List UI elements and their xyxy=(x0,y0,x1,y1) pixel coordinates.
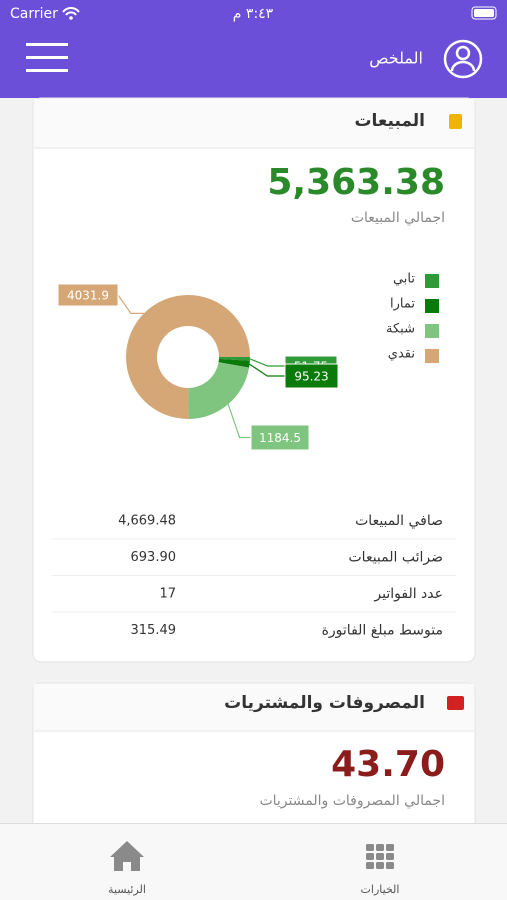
grid-icon-cell xyxy=(366,844,374,851)
value-label: 4031.9 xyxy=(67,289,109,303)
card-header xyxy=(34,99,474,148)
leader-line xyxy=(227,404,251,439)
card-title: المبيعات xyxy=(354,111,425,131)
profile-ring xyxy=(443,39,483,79)
row-value: 315.49 xyxy=(131,623,177,638)
legend-swatch xyxy=(425,299,439,313)
legend-label: شبكة xyxy=(386,322,415,337)
row-label: متوسط مبلغ الفاتورة xyxy=(322,623,443,639)
summary-rows: صافي المبيعات 4,669.48 ضرائب المبيعات 693.9… xyxy=(52,513,456,639)
pie-slice xyxy=(218,358,250,368)
grid-icon-cell xyxy=(376,853,384,860)
leader-line xyxy=(249,358,285,367)
expenses-total: 43.70 xyxy=(331,744,445,785)
grid-icon-cell xyxy=(366,862,374,869)
legend-swatch xyxy=(425,274,439,288)
sales-card xyxy=(32,97,476,663)
row-value: 693.90 xyxy=(131,550,177,565)
row-value: 4,669.48 xyxy=(118,514,176,529)
pie-slice xyxy=(218,357,250,361)
legend-label: نقدي xyxy=(388,347,415,362)
header-title: الملخص xyxy=(369,49,423,69)
leader-line xyxy=(117,294,144,315)
wifi-dot xyxy=(69,16,73,20)
row-label: ضرائب المبيعات xyxy=(349,550,444,566)
clock: ٣:٤٣ م xyxy=(233,6,274,22)
grid-icon-cell xyxy=(386,844,394,851)
menu-button[interactable] xyxy=(26,43,68,72)
grid-icon-cell xyxy=(376,844,384,851)
wallet-icon xyxy=(447,696,464,710)
pie-slice xyxy=(188,362,250,419)
value-label: 95.23 xyxy=(294,370,328,384)
sales-total: 5,363.38 xyxy=(267,162,445,203)
options-tab[interactable]: الخيارات xyxy=(361,844,400,896)
legend-label: تابي xyxy=(393,272,415,287)
card-title: المصروفات والمشتريات xyxy=(224,693,425,713)
value-label-box xyxy=(250,424,310,451)
legend-label: تمارا xyxy=(390,297,415,312)
profile-button[interactable] xyxy=(443,39,483,79)
value-label-box xyxy=(284,363,339,389)
legend-swatch xyxy=(425,349,439,363)
profile-head xyxy=(455,45,471,61)
pie-slice xyxy=(126,294,250,420)
value-label-box xyxy=(57,283,119,307)
app-bar xyxy=(0,0,507,98)
leader-line xyxy=(249,363,285,377)
row-value: 17 xyxy=(159,587,176,602)
profile-body xyxy=(450,60,476,72)
battery xyxy=(471,6,497,20)
wifi-icon xyxy=(62,7,80,16)
menu-line xyxy=(26,69,68,72)
carrier: Carrier xyxy=(10,6,58,22)
home-icon xyxy=(110,841,144,871)
value-label: 1184.5 xyxy=(259,431,301,445)
legend-swatch xyxy=(425,324,439,338)
grid-icon-cell xyxy=(376,862,384,869)
expenses-total-label: اجمالي المصروفات والمشتريات xyxy=(259,793,445,809)
row-label: صافي المبيعات xyxy=(355,513,443,529)
grid-icon-cell xyxy=(386,862,394,869)
tab-bar xyxy=(0,823,507,900)
bag-icon xyxy=(449,114,462,129)
home-tab[interactable]: الرئيسية xyxy=(108,841,146,896)
tab-label: الخيارات xyxy=(361,883,400,896)
battery-level xyxy=(474,9,494,17)
menu-line xyxy=(26,56,68,59)
tab-label: الرئيسية xyxy=(108,883,146,896)
grid-icon-cell xyxy=(366,853,374,860)
grid-icon-cell xyxy=(386,853,394,860)
row-label: عدد الفواتير xyxy=(373,586,443,602)
card-header xyxy=(34,684,474,731)
sales-total-label: اجمالي المبيعات xyxy=(351,210,445,226)
menu-line xyxy=(26,43,68,46)
